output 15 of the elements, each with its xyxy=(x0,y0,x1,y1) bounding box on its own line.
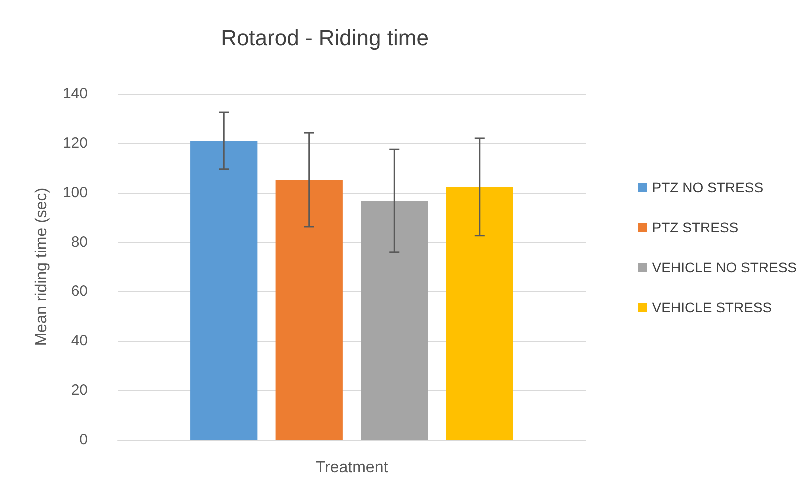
y-tick-label: 60 xyxy=(71,283,88,300)
legend-label: PTZ NO STRESS xyxy=(652,180,764,196)
chart-title: Rotarod - Riding time xyxy=(221,26,429,50)
y-tick-label: 0 xyxy=(80,432,88,448)
legend-label: VEHICLE STRESS xyxy=(652,300,772,316)
y-tick-label: 100 xyxy=(62,184,88,202)
y-tick-label: 120 xyxy=(62,134,88,152)
legend-label: VEHICLE NO STRESS xyxy=(652,260,797,276)
legend-label: PTZ STRESS xyxy=(652,220,739,236)
y-tick-label: 40 xyxy=(71,332,88,350)
y-axis-title: Mean riding time (sec) xyxy=(34,188,50,346)
y-tick-label: 80 xyxy=(71,234,88,251)
y-tick-label: 20 xyxy=(71,382,88,400)
y-tick-label: 140 xyxy=(62,86,88,102)
x-axis-title: Treatment xyxy=(316,460,389,476)
